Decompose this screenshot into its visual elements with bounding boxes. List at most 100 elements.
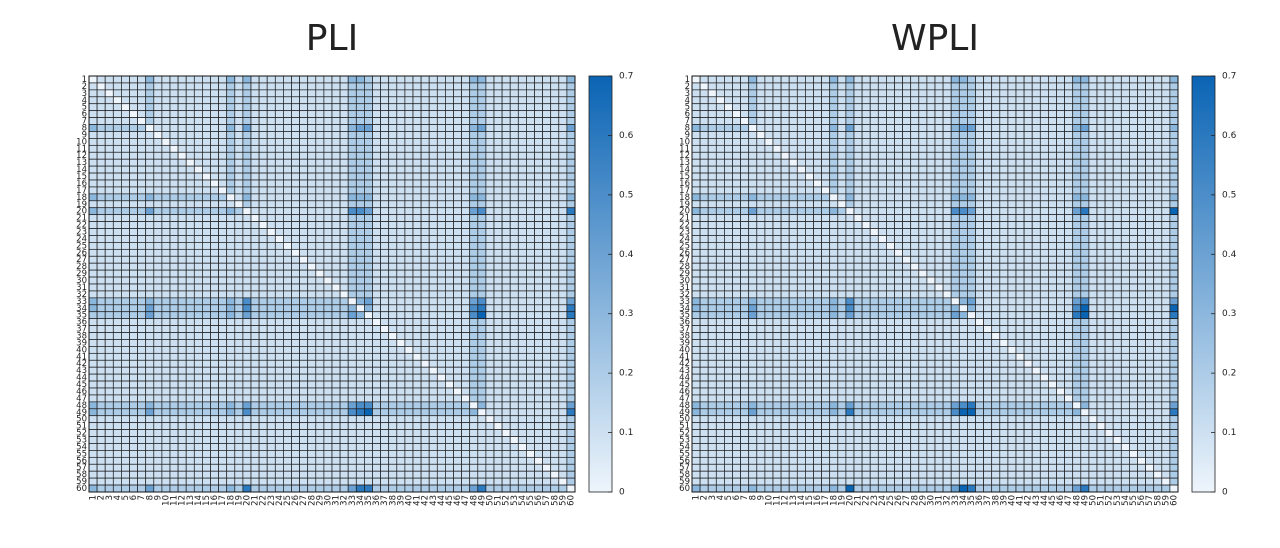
heatmap-cell [250,96,260,105]
heatmap-cell [436,470,446,479]
heatmap-cell [853,131,863,139]
heatmap-cell [121,318,130,326]
heatmap-cell [691,89,701,98]
heatmap-cell [412,200,422,209]
heatmap-cell [283,200,292,209]
heatmap-cell [501,110,511,118]
heatmap-cell [691,158,701,167]
heatmap-cell [347,477,357,486]
heatmap-cell [412,401,422,410]
heatmap-cell [1088,110,1098,118]
heatmap-cell [299,228,309,236]
heatmap-cell [926,144,936,153]
heatmap-cell [169,359,179,368]
heatmap-cell [185,477,195,486]
heatmap-cell [501,207,511,216]
heatmap-cell [202,283,211,292]
heatmap-cell [1096,172,1106,181]
heatmap-cell [153,89,163,98]
heatmap-cell [542,200,552,209]
heatmap-cell [967,165,976,174]
heatmap-cell [331,172,341,181]
heatmap-cell [526,89,535,98]
heatmap-cell [380,117,390,125]
x-tick-label: 39 [396,495,406,506]
heatmap-cell [780,89,790,98]
heatmap-cell [104,151,114,160]
heatmap-cell [218,207,228,216]
heatmap-cell [339,269,349,278]
x-tick-label: 9 [153,495,163,500]
heatmap-cell [934,214,944,222]
y-tick-label: 53 [76,436,87,446]
heatmap-cell [234,408,244,417]
heatmap-cell [129,276,138,285]
heatmap-cell [193,89,203,98]
heatmap-cell [542,165,552,174]
heatmap-cell [902,124,912,132]
heatmap-cell [283,228,292,236]
heatmap-cell [258,422,268,430]
heatmap-cell [453,200,462,209]
heatmap-cell [788,110,798,118]
heatmap-cell [161,235,171,243]
heatmap-cell [153,228,163,236]
heatmap-cell [153,151,163,160]
heatmap-cell [283,477,292,486]
heatmap-cell [137,318,147,326]
heatmap-cell [1031,179,1041,188]
heatmap-cell [958,193,968,202]
heatmap-cell [894,214,903,222]
heatmap-cell [991,207,1001,216]
heatmap-cell [372,248,381,257]
heatmap-cell [104,193,114,202]
heatmap-cell [129,138,138,146]
heatmap-cell [291,290,300,299]
heatmap-cell [534,332,543,340]
heatmap-cell [202,262,211,271]
heatmap-cell [153,165,163,174]
heatmap-cell [1023,138,1033,146]
heatmap-cell [104,131,114,139]
heatmap-cell [112,359,122,368]
heatmap-cell [299,297,309,306]
heatmap-cell [566,172,576,181]
heatmap-cell [250,422,260,430]
heatmap-cell [145,110,155,118]
heatmap-cell [517,311,527,320]
heatmap-cell [121,262,130,271]
heatmap-cell [307,103,317,112]
heatmap-cell [347,186,357,195]
heatmap-cell [145,242,155,250]
heatmap-cell [323,450,333,458]
heatmap-cell [732,138,741,146]
heatmap-cell [121,352,130,361]
heatmap-cell [691,186,701,195]
heatmap-cell [485,318,495,326]
y-tick-label: 1 [82,75,87,85]
heatmap-cell [380,242,390,250]
heatmap-cell [121,131,130,139]
heatmap-cell [161,387,171,396]
heatmap-cell [372,269,381,278]
heatmap-cell [347,262,357,271]
heatmap-cell [493,325,503,333]
heatmap-cell [445,242,454,250]
heatmap-cell [283,332,292,340]
heatmap-cell [137,242,147,250]
heatmap-cell [958,151,968,160]
heatmap-cell [226,82,236,91]
heatmap-cell [218,470,228,479]
heatmap-cell [740,138,750,146]
heatmap-cell [121,276,130,285]
heatmap-cell [96,214,106,222]
heatmap-cell [169,408,179,417]
heatmap-cell [501,463,511,472]
heatmap-cell [420,359,430,368]
heatmap-cell [420,304,430,313]
heatmap-cell [307,359,317,368]
heatmap-cell [461,103,471,112]
heatmap-cell [355,394,365,403]
heatmap-cell [983,96,993,105]
heatmap-cell [153,366,163,375]
